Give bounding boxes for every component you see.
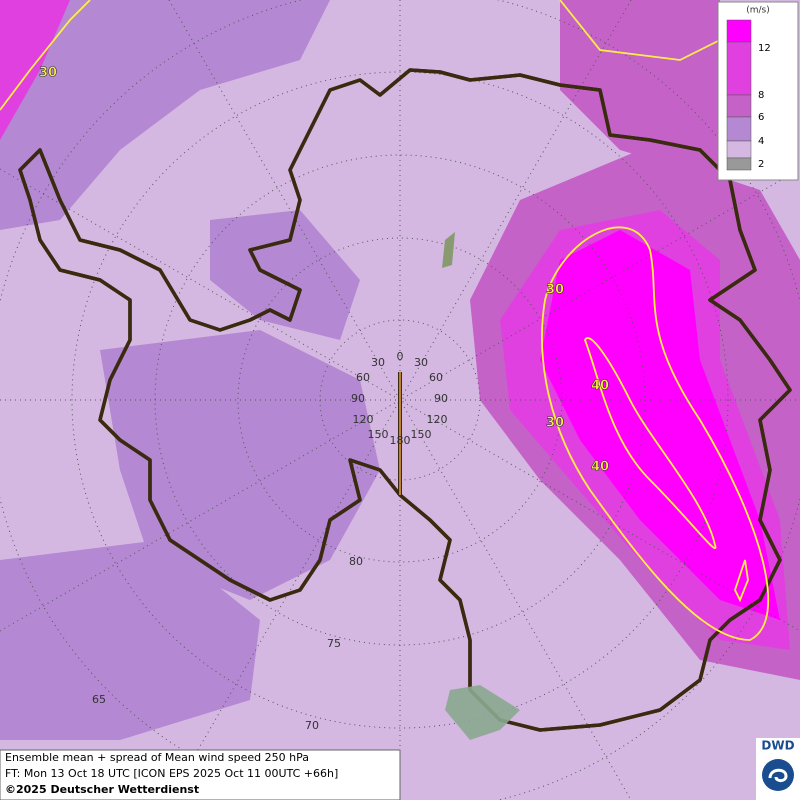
legend-label: 4 — [758, 136, 764, 147]
footer-box — [0, 749, 401, 800]
latitude-circle — [71, 71, 729, 729]
contour-label: 30 — [546, 283, 564, 298]
contour-label: 30 — [39, 66, 57, 81]
footer-line: ©2025 Deutscher Wetterdienst — [5, 783, 199, 796]
isotach — [734, 559, 749, 603]
region — [210, 210, 360, 340]
meridian-label: 90 — [434, 392, 448, 405]
meridian-label: 150 — [411, 428, 432, 441]
legend-swatch — [726, 94, 752, 118]
logo-text: DWD — [761, 739, 794, 753]
contour-label: 40 — [591, 460, 609, 475]
legend-swatch — [726, 140, 752, 159]
region — [0, 0, 330, 230]
meridian-label: 60 — [429, 371, 443, 384]
contour-label: 40 — [591, 379, 609, 394]
logo-icon — [768, 768, 788, 783]
isotach — [0, 0, 91, 111]
footer-line: Ensemble mean + spread of Mean wind spee… — [5, 751, 309, 764]
region — [540, 230, 780, 620]
meridian-label: 180 — [390, 434, 411, 447]
isotach — [559, 0, 721, 61]
latitude-label: 65 — [92, 693, 106, 706]
legend-label: 2 — [758, 159, 764, 170]
meridian-label: 30 — [414, 356, 428, 369]
meridian-label: 0 — [397, 350, 404, 363]
island — [442, 232, 455, 268]
contour-label: 30 — [546, 416, 564, 431]
meridian-label: 60 — [356, 371, 370, 384]
region — [0, 0, 70, 140]
legend-label: 8 — [758, 90, 764, 101]
legend-swatch — [726, 157, 752, 171]
region — [0, 540, 260, 740]
legend-label: 12 — [758, 43, 771, 54]
region — [100, 330, 380, 600]
meridian-label: 150 — [368, 428, 389, 441]
legend-swatch — [726, 41, 752, 96]
logo-icon — [762, 759, 794, 791]
meridian-label: 120 — [353, 413, 374, 426]
isotach — [584, 337, 717, 550]
legend-label: 6 — [758, 112, 764, 123]
legend-unit: (m/s) — [746, 6, 770, 16]
legend-swatch — [726, 116, 752, 142]
latitude-label: 75 — [327, 637, 341, 650]
ice-shelf — [445, 685, 520, 740]
latitude-label: 80 — [349, 555, 363, 568]
meridian-label: 120 — [427, 413, 448, 426]
isotach — [541, 226, 770, 641]
footer-line: FT: Mon 13 Oct 18 UTC [ICON EPS 2025 Oct… — [5, 767, 338, 780]
latitude-label: 70 — [305, 719, 319, 732]
region — [560, 0, 720, 180]
latitude-circle — [237, 237, 563, 563]
meridian-label: 90 — [351, 392, 365, 405]
legend: 12 8 6 4 2 — [726, 19, 771, 171]
meridian-label: 30 — [371, 356, 385, 369]
legend-swatch — [726, 19, 752, 43]
